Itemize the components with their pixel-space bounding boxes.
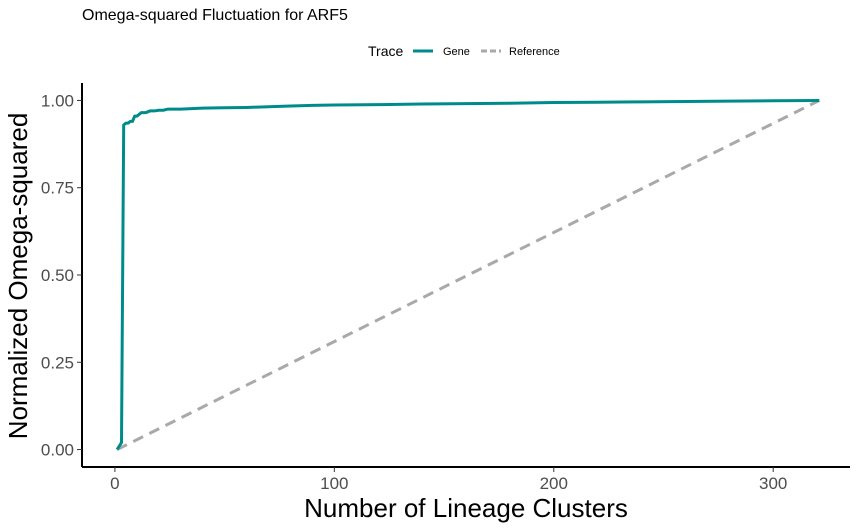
x-ticks: 0 100 200 300 — [110, 467, 787, 493]
chart-title: Omega-squared Fluctuation for ARF5 — [82, 7, 348, 24]
legend: Trace Gene Reference — [368, 43, 560, 59]
x-tick-label: 0 — [110, 474, 119, 493]
x-tick-label: 200 — [540, 474, 568, 493]
x-tick-label: 300 — [759, 474, 787, 493]
y-tick-label: 0.75 — [41, 179, 74, 198]
legend-label-reference: Reference — [509, 46, 560, 58]
y-tick-label: 0.25 — [41, 353, 74, 372]
x-axis-title: Number of Lineage Clusters — [304, 493, 628, 523]
series-line-gene — [115, 98, 820, 451]
y-ticks: 0.00 0.25 0.50 0.75 1.00 — [41, 91, 82, 460]
y-axis-title: Normalized Omega-squared — [3, 113, 33, 440]
series-line-reference — [116, 99, 820, 451]
x-tick-label: 100 — [320, 474, 348, 493]
legend-title: Trace — [368, 43, 403, 59]
y-tick-label: 1.00 — [41, 91, 74, 110]
legend-label-gene: Gene — [443, 46, 470, 58]
plot-area — [115, 98, 820, 451]
y-tick-label: 0.50 — [41, 266, 74, 285]
y-tick-label: 0.00 — [41, 441, 74, 460]
